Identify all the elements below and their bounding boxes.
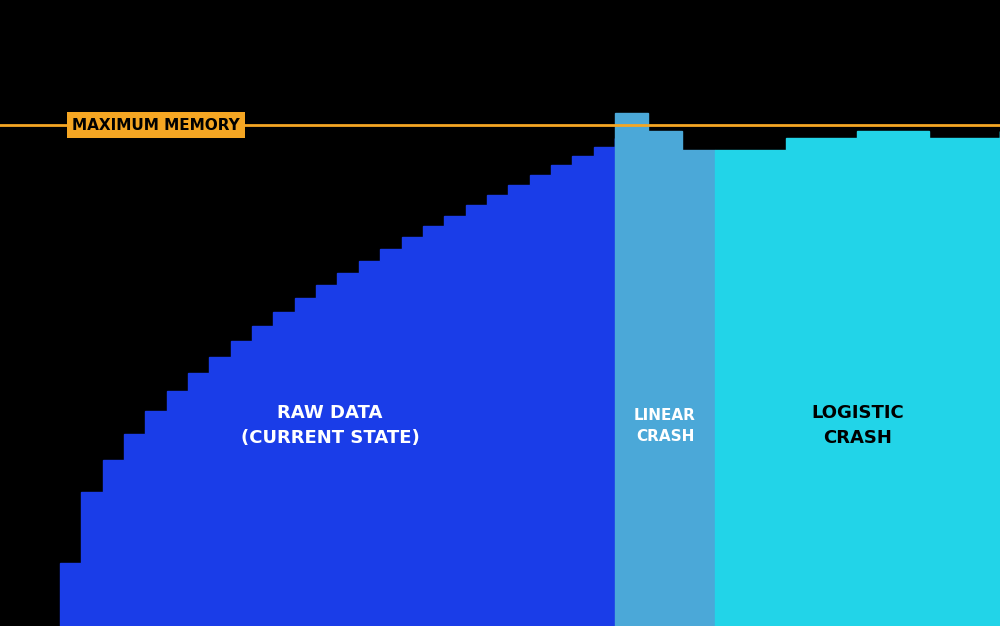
Polygon shape <box>715 131 1000 626</box>
Text: MAXIMUM MEMORY: MAXIMUM MEMORY <box>72 118 240 133</box>
Text: LOGISTIC
CRASH: LOGISTIC CRASH <box>811 404 904 447</box>
Polygon shape <box>615 113 715 626</box>
Polygon shape <box>60 138 615 626</box>
Text: RAW DATA
(CURRENT STATE): RAW DATA (CURRENT STATE) <box>241 404 419 447</box>
Text: LINEAR
CRASH: LINEAR CRASH <box>634 408 696 444</box>
